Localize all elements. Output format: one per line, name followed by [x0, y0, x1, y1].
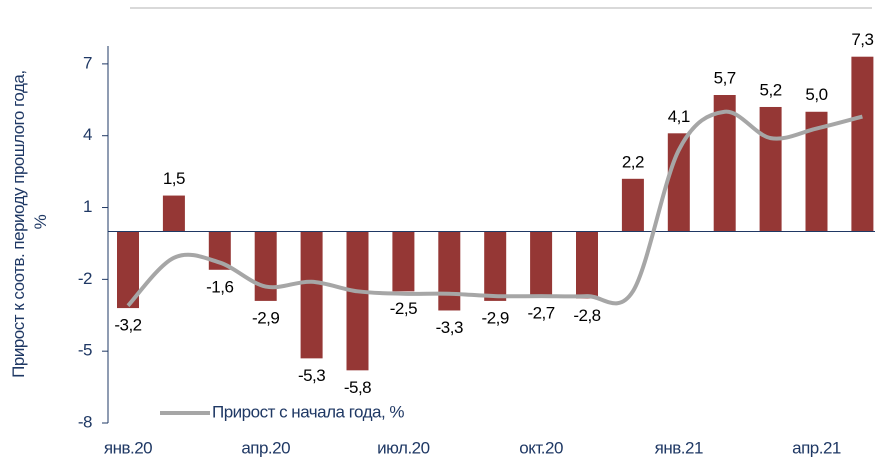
legend-label: Прирост с начала года, % [212, 402, 404, 421]
value-label: -5,8 [344, 378, 371, 397]
value-label: -3,2 [114, 316, 141, 335]
bar [759, 106, 782, 232]
y-tick-label: 4 [83, 125, 92, 144]
value-label: -3,3 [436, 318, 463, 337]
y-axis-label-line: Прирост к соотв. периоду прошлого года, [9, 70, 28, 377]
bar [805, 111, 828, 232]
x-tick-label: окт.20 [519, 438, 563, 457]
x-tick-label: янв.21 [655, 438, 703, 457]
x-tick-label: июл.20 [377, 438, 429, 457]
y-tick-label: -5 [78, 341, 92, 360]
bar [254, 231, 277, 301]
value-label: 7,3 [851, 30, 873, 49]
value-label: 2,2 [622, 152, 644, 171]
value-label: 5,7 [714, 68, 736, 87]
value-label: 5,2 [760, 80, 782, 99]
bar [438, 231, 461, 311]
value-label: -2,9 [482, 308, 509, 327]
value-label: -5,3 [298, 366, 325, 385]
bar [851, 56, 874, 232]
value-label: -2,7 [527, 304, 554, 323]
line [126, 109, 863, 308]
y-axis-label-line: % [31, 214, 50, 229]
x-tick-label: апр.20 [241, 438, 290, 457]
y-tick-label: 1 [83, 197, 92, 216]
bar [117, 231, 139, 309]
value-label: -1,6 [206, 277, 233, 296]
bar [392, 231, 415, 292]
bar [713, 95, 736, 232]
value-label: -2,5 [390, 299, 417, 318]
value-label: 1,5 [163, 169, 185, 188]
y-tick-label: 7 [83, 53, 92, 72]
value-label: -2,9 [252, 308, 279, 327]
bar [530, 231, 553, 297]
bar [484, 231, 507, 301]
y-tick-label: -8 [78, 412, 92, 431]
value-label: 4,1 [668, 107, 690, 126]
x-tick-label: апр.21 [792, 438, 841, 457]
bar [162, 195, 185, 232]
bar [576, 231, 598, 299]
value-label: -2,8 [573, 306, 600, 325]
bar [346, 231, 369, 371]
y-tick-label: -2 [78, 269, 92, 288]
x-tick-label: янв.20 [104, 438, 152, 457]
bar [621, 178, 644, 232]
bar [300, 231, 323, 359]
y-axis-label: Прирост к соотв. периоду прошлого года, … [9, 66, 50, 378]
value-label: 5,0 [805, 85, 827, 104]
